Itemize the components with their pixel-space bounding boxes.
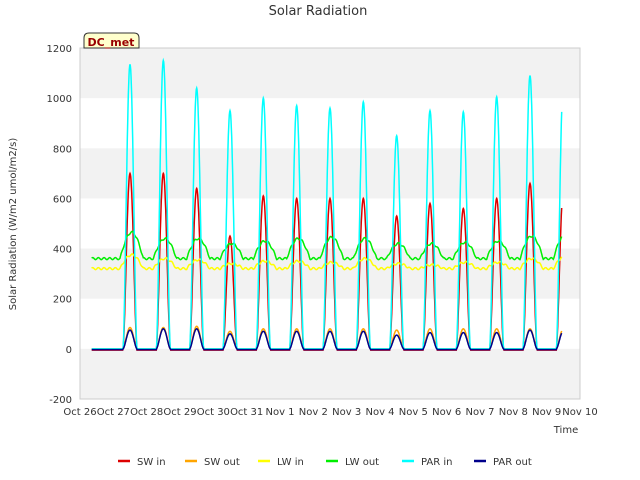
plot-background [80, 48, 580, 399]
x-tick-label: Nov 5 [399, 407, 428, 418]
y-tick-label: 200 [53, 295, 72, 306]
y-tick-label: 1000 [47, 94, 72, 105]
x-tick-label: Oct 30 [197, 407, 230, 418]
badge-label: DC_met [88, 36, 135, 49]
legend-label: SW out [204, 457, 240, 468]
y-tick-label: 1200 [47, 44, 72, 55]
x-tick-label: Nov 10 [562, 407, 597, 418]
x-tick-label: Nov 2 [299, 407, 328, 418]
x-tick-label: Nov 8 [499, 407, 528, 418]
y-tick-label: -200 [49, 395, 72, 406]
legend: SW in SW out LW in LW out PAR in PAR out [118, 457, 532, 468]
x-tick-label: Oct 29 [163, 407, 196, 418]
series-layer [91, 57, 563, 351]
legend-label: PAR out [493, 457, 532, 468]
legend-label: PAR in [421, 457, 452, 468]
x-tick-label: Nov 9 [532, 407, 561, 418]
y-tick-label: 800 [53, 144, 72, 155]
x-tick-label: Oct 31 [230, 407, 263, 418]
series-line-lw-out [91, 230, 563, 261]
plot-frame [79, 47, 581, 400]
y-tick-label: 0 [66, 345, 72, 356]
x-tick-label: Oct 27 [97, 407, 130, 418]
x-tick-label: Nov 1 [265, 407, 294, 418]
y-tick-label: 400 [53, 245, 72, 256]
y-axis: -200 0 200 400 600 800 1000 1200 [47, 44, 72, 406]
legend-label: LW out [345, 457, 379, 468]
x-axis: Oct 26 Oct 27 Oct 28 Oct 29 Oct 30 Oct 31 Nov … [63, 407, 597, 418]
x-tick-label: Nov 6 [432, 407, 461, 418]
x-tick-label: Oct 28 [130, 407, 163, 418]
grid-band [80, 48, 580, 99]
legend-label: SW in [137, 457, 166, 468]
grid-band [80, 348, 580, 399]
x-tick-label: Nov 7 [465, 407, 494, 418]
legend-label: LW in [277, 457, 304, 468]
series-line-lw-in [91, 253, 563, 271]
grid-band [80, 248, 580, 299]
y-tick-label: 600 [53, 194, 72, 205]
x-axis-label: Time [553, 425, 578, 436]
chart-title: Solar Radiation [269, 4, 368, 19]
grid-band [80, 148, 580, 199]
y-axis-label: Solar Radiation (W/m2 umol/m2/s) [8, 138, 19, 311]
dc-met-badge: DC_met [83, 32, 140, 49]
x-tick-label: Oct 26 [63, 407, 96, 418]
x-tick-label: Nov 4 [365, 407, 394, 418]
series-line-par-out [91, 328, 563, 351]
x-tick-label: Nov 3 [332, 407, 361, 418]
